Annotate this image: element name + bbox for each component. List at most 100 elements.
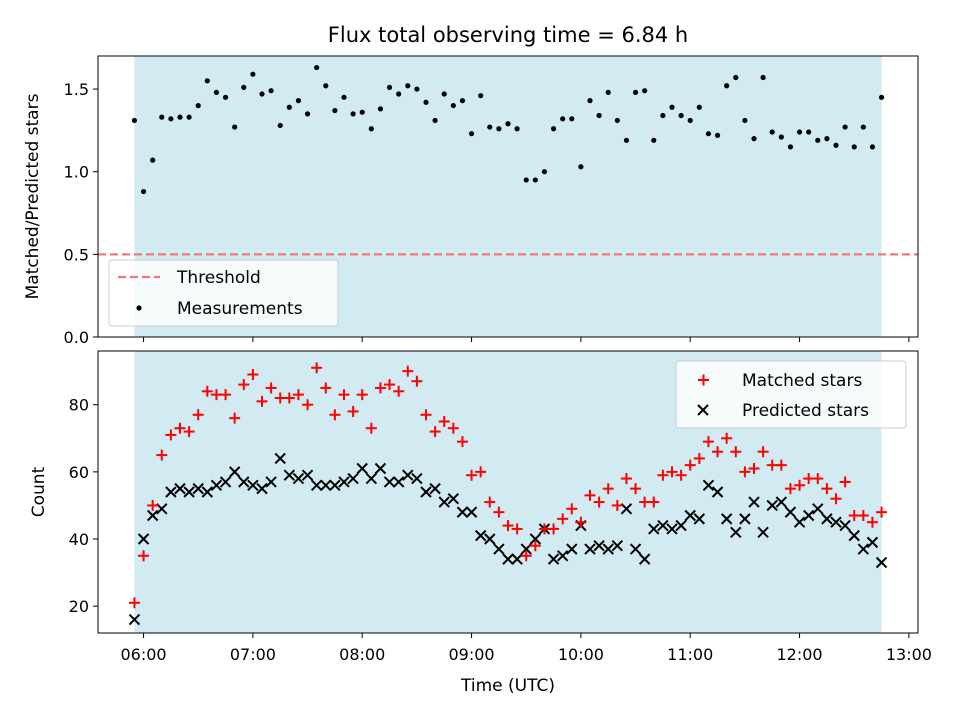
predicted-star-stroke — [620, 503, 633, 515]
matched-star-point — [402, 365, 414, 377]
predicted-star-stroke — [875, 556, 888, 569]
matched-star-point — [721, 432, 733, 444]
predicted-star-point — [684, 509, 696, 522]
measurement-point — [268, 88, 274, 94]
measurement-point — [332, 107, 338, 114]
predicted-star-stroke — [812, 503, 824, 515]
measurement-point — [468, 131, 475, 137]
predicted-star-stroke — [748, 496, 760, 508]
predicted-star-stroke — [675, 519, 687, 532]
count-points — [128, 362, 888, 626]
predicted-star-point — [648, 523, 660, 535]
predicted-star-point — [812, 503, 824, 515]
measurement-point — [496, 126, 502, 132]
matched-star-point — [620, 473, 632, 485]
matched-star-point — [593, 496, 605, 508]
predicted-star-point — [146, 509, 159, 522]
measurement-point — [259, 91, 265, 97]
predicted-star-stroke — [638, 553, 651, 565]
measurement-point — [851, 144, 857, 150]
matched-star-point — [857, 510, 869, 521]
measurement-point — [578, 164, 584, 170]
predicted-star-point — [529, 533, 542, 545]
measurement-point — [277, 122, 283, 129]
predicted-star-point — [584, 543, 596, 555]
predicted-star-stroke — [821, 513, 833, 525]
matched-star-point — [365, 422, 377, 434]
measurement-point — [523, 177, 529, 183]
matched-star-point — [584, 489, 596, 501]
measurement-point — [724, 83, 730, 89]
measurement-point — [168, 116, 174, 122]
predicted-star-stroke — [137, 533, 150, 545]
matched-star-point — [702, 436, 714, 448]
matched-star-point — [220, 389, 232, 401]
predicted-star-stroke — [156, 503, 168, 515]
predicted-star-stroke — [474, 529, 487, 542]
bottom-y-tick-label: 60 — [69, 463, 89, 482]
predicted-star-stroke — [402, 469, 414, 481]
matched-star-point — [283, 392, 295, 404]
predicted-star-point — [693, 513, 706, 525]
predicted-star-point — [593, 540, 605, 552]
predicted-star-point — [784, 506, 797, 518]
ratio-panel: 0.0 0.5 1.0 1.5 Flux total observing time =… — [23, 23, 919, 347]
measurement-point — [505, 121, 511, 127]
measurement-point — [714, 132, 721, 138]
predicted-star-point — [429, 482, 441, 495]
matched-star-point — [320, 382, 332, 394]
predicted-star-point — [228, 466, 241, 478]
predicted-star-stroke — [529, 533, 542, 545]
top-y-tick-label: 0.5 — [64, 245, 89, 264]
predicted-star-stroke — [338, 476, 350, 488]
matched-star-point — [147, 499, 159, 511]
matched-star-point — [730, 446, 742, 458]
predicted-star-point — [493, 543, 505, 555]
predicted-star-stroke — [210, 479, 223, 491]
measurement-point — [304, 111, 311, 117]
measurement-point — [140, 188, 147, 195]
matched-star-point — [529, 540, 541, 552]
predicted-star-point — [174, 482, 186, 495]
predicted-star-stroke — [520, 543, 532, 555]
predicted-star-stroke — [739, 513, 751, 525]
predicted-star-stroke — [465, 506, 478, 518]
predicted-star-point — [602, 543, 614, 555]
legend-predicted-stroke — [697, 404, 709, 416]
measurement-point — [532, 177, 538, 183]
predicted-star-point — [520, 543, 532, 555]
bottom-legend: Matched stars Predicted stars — [675, 360, 907, 429]
count-panel: 20 40 60 80 06:00 07:00 08:00 09:00 10:00 11:00 1… — [29, 350, 932, 696]
predicted-star-stroke — [648, 523, 660, 535]
matched-star-point — [429, 426, 441, 438]
predicted-star-stroke — [566, 543, 578, 555]
predicted-star-stroke — [611, 540, 624, 552]
matched-star-point — [611, 499, 623, 511]
measurement-point — [787, 144, 794, 150]
measurement-point — [678, 112, 684, 119]
matched-star-point — [128, 597, 140, 609]
bottom-y-axis-label: Count — [29, 466, 49, 517]
predicted-star-stroke — [238, 476, 250, 488]
predicted-star-point — [320, 479, 332, 491]
measurement-point — [806, 129, 812, 135]
measurement-point — [478, 93, 484, 99]
predicted-star-point — [875, 556, 888, 569]
matched-star-point — [229, 412, 241, 424]
matched-star-point — [684, 459, 696, 471]
matched-star-point — [456, 436, 468, 448]
predicted-star-stroke — [584, 543, 596, 555]
measurement-point — [623, 137, 630, 143]
predicted-star-stroke — [793, 516, 806, 528]
measurement-point — [423, 99, 429, 105]
measurement-point — [642, 88, 648, 94]
measurement-point — [177, 114, 183, 120]
predicted-star-point — [210, 479, 223, 491]
bottom-x-tick-label: 08:00 — [339, 645, 385, 664]
matched-star-point — [466, 469, 478, 481]
matched-star-point — [411, 375, 423, 387]
measurement-point — [751, 136, 757, 142]
predicted-star-point — [857, 543, 870, 555]
predicted-star-point — [629, 543, 642, 555]
bottom-x-tick-label: 10:00 — [558, 645, 604, 664]
